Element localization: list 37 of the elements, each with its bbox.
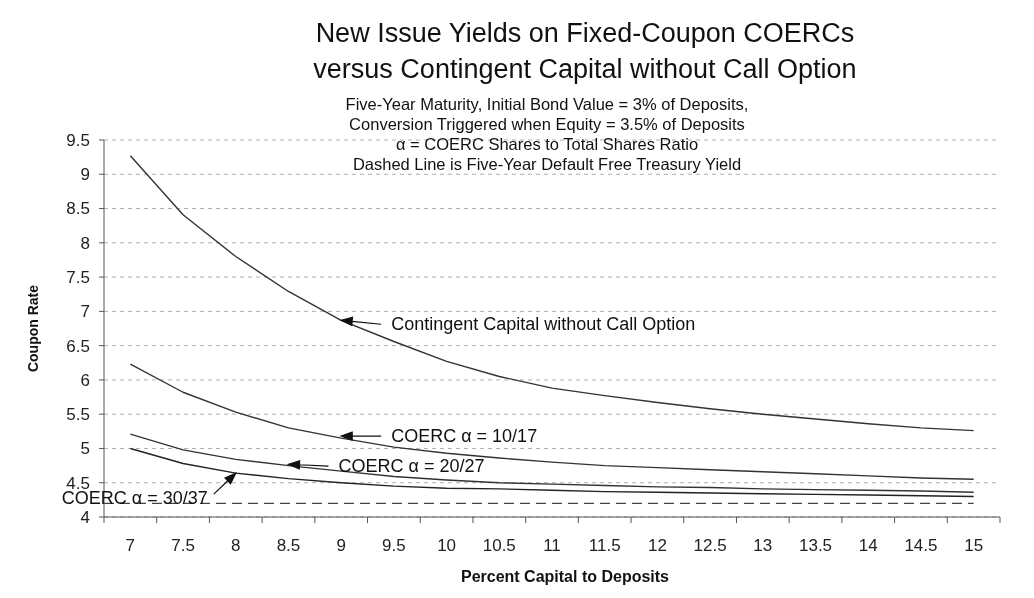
chart-title: New Issue Yields on Fixed-Coupon COERCs versus Contingent Capital without Call Option	[313, 18, 857, 84]
x-tick-label: 14.5	[904, 536, 938, 555]
y-tick-label: 5	[80, 439, 90, 459]
annotation: COERC α = 30/37	[61, 488, 208, 509]
y-tick-label: 8.5	[66, 199, 90, 219]
y-tick-label: 9.5	[66, 130, 90, 150]
annotation: Contingent Capital without Call Option	[391, 314, 696, 335]
x-tick-label: 14	[858, 536, 878, 555]
x-tick-label: 10	[437, 536, 457, 555]
y-tick-label: 7	[80, 302, 90, 322]
annotation: COERC α = 10/17	[391, 426, 538, 447]
y-tick-label: 8	[80, 233, 90, 253]
y-tick-label: 4	[80, 507, 90, 527]
x-tick-label: 7.5	[171, 536, 195, 555]
x-tick-label: 9	[336, 536, 346, 555]
x-tick-label: 12	[647, 536, 667, 555]
y-tick-label: 9	[80, 165, 90, 185]
x-tick-label: 13.5	[798, 536, 833, 555]
x-tick-label: 11	[543, 536, 561, 555]
y-tick-label: 6.5	[66, 336, 90, 356]
x-tick-label: 7	[125, 536, 136, 555]
x-axis-title: Percent Capital to Deposits	[460, 568, 670, 585]
x-tick-label: 8	[231, 536, 241, 555]
x-tick-label: 11.5	[588, 536, 621, 555]
y-axis-title: Coupon Rate	[25, 284, 41, 373]
line-series	[129, 363, 975, 480]
y-tick-label: 5.5	[66, 405, 90, 425]
chart-subtitle: Five-Year Maturity, Initial Bond Value = 3% of Deposits, Conversion Triggered when Equity = 3.5% of Deposits α = COERC Shares to Total Shares Ratio Dashed Line is Five-Year Default Free Treasury Yield	[345, 95, 749, 173]
x-tick-label: 13	[753, 536, 773, 555]
x-tick-label: 12.5	[693, 536, 727, 555]
x-tick-label: 9.5	[382, 536, 406, 555]
y-tick-label: 7.5	[66, 268, 90, 288]
annotation: COERC α = 20/27	[338, 456, 485, 477]
y-tick-label: 6	[80, 370, 90, 390]
x-tick-label: 15	[964, 536, 984, 555]
x-tick-label: 10.5	[482, 536, 516, 555]
x-tick-label: 8.5	[276, 536, 301, 555]
